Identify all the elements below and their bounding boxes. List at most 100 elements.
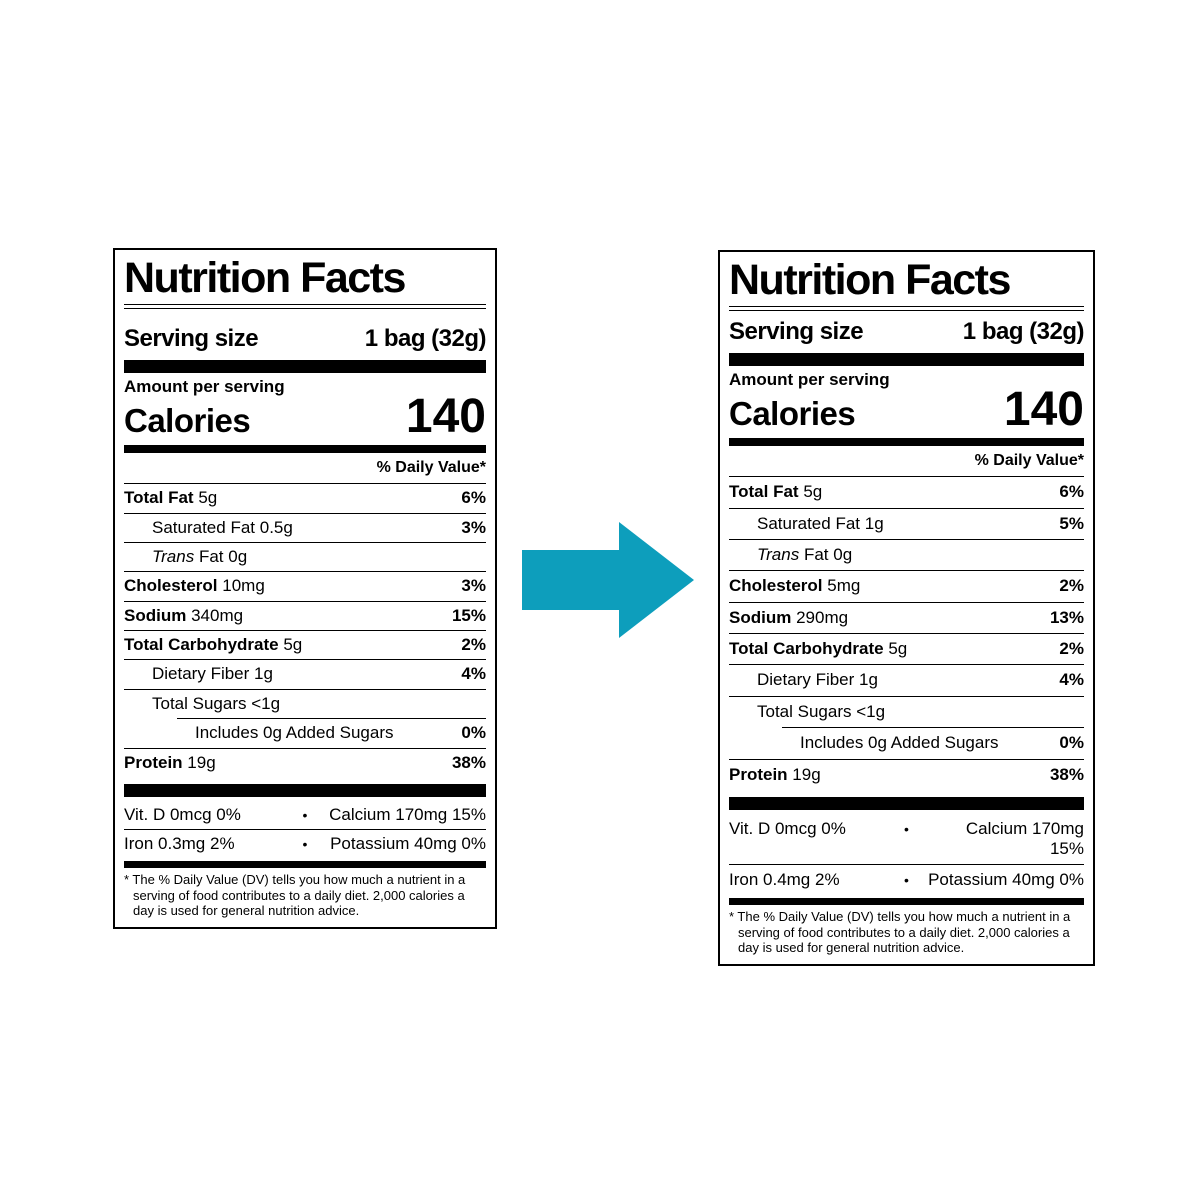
micro-right-value: Potassium 40mg 0% bbox=[330, 834, 486, 854]
nutrient-amount: <1g bbox=[856, 701, 886, 721]
nutrient-row-protein: Protein 19g 38% bbox=[729, 758, 1084, 790]
calories-label: Calories bbox=[729, 395, 856, 433]
nutrient-dv: 6% bbox=[1059, 482, 1084, 502]
calories-value: 140 bbox=[405, 390, 486, 444]
nutrient-name-italic: Trans bbox=[152, 546, 195, 566]
nutrient-dv: 4% bbox=[461, 664, 486, 684]
micronutrient-row-iron-potassium: Iron 0.3mg 2% • Potassium 40mg 0% bbox=[124, 829, 486, 858]
nutrient-name: Fat bbox=[198, 546, 224, 566]
micro-left-value: Iron 0.4mg 2% bbox=[729, 870, 840, 890]
nutrient-dv: 2% bbox=[1059, 576, 1084, 596]
title-divider bbox=[124, 304, 486, 310]
micronutrient-row-iron-potassium: Iron 0.4mg 2% • Potassium 40mg 0% bbox=[729, 864, 1084, 895]
nutrient-name: Dietary Fiber bbox=[152, 664, 250, 684]
nutrient-row-total-carbohydrate: Total Carbohydrate 5g 2% bbox=[124, 630, 486, 659]
nutrient-name: Sodium bbox=[124, 605, 187, 625]
nutrient-row-trans-fat: Trans Fat 0g bbox=[729, 538, 1084, 570]
daily-value-header: % Daily Value* bbox=[376, 459, 486, 477]
nutrient-name: Includes 0g Added Sugars bbox=[800, 733, 999, 753]
serving-size-row: Serving size 1 bag (32g) bbox=[729, 318, 1085, 346]
amount-per-serving-label: Amount per serving bbox=[729, 370, 890, 390]
nutrient-amount: 290mg bbox=[796, 607, 849, 627]
serving-size-value: 1 bag (32g) bbox=[962, 318, 1085, 346]
nutrient-name: Fat bbox=[803, 544, 829, 564]
thick-divider bbox=[124, 360, 486, 374]
micro-left-value: Iron 0.3mg 2% bbox=[124, 834, 235, 854]
serving-size-label: Serving size bbox=[124, 325, 259, 353]
nutrient-dv: 15% bbox=[451, 605, 486, 625]
micronutrients-section: Vit. D 0mcg 0% • Calcium 170mg 15% Iron … bbox=[124, 801, 486, 858]
nutrient-row-total-carbohydrate: Total Carbohydrate 5g 2% bbox=[729, 633, 1084, 664]
thick-divider bbox=[729, 797, 1084, 811]
nutrient-name: Cholesterol bbox=[124, 576, 218, 596]
nutrient-rows: Total Fat 5g 6% Saturated Fat 0.5g 3% Tr… bbox=[124, 483, 486, 777]
nutrient-row-total-fat: Total Fat 5g 6% bbox=[729, 476, 1084, 507]
micro-right-value: Calcium 170mg 15% bbox=[965, 819, 1084, 859]
arrow-shape bbox=[522, 522, 694, 638]
nutrient-name: Includes 0g Added Sugars bbox=[195, 723, 394, 743]
nutrient-row-total-fat: Total Fat 5g 6% bbox=[124, 483, 486, 512]
nutrient-row-saturated-fat: Saturated Fat 1g 5% bbox=[729, 507, 1084, 539]
nutrient-amount: 5g bbox=[283, 635, 303, 655]
nutrient-name: Saturated Fat bbox=[757, 513, 861, 533]
nutrient-amount: 5g bbox=[803, 482, 823, 502]
thick-divider bbox=[729, 353, 1084, 367]
nutrient-dv: 38% bbox=[1049, 764, 1084, 784]
nutrient-name: Sodium bbox=[729, 607, 792, 627]
nutrient-amount: 0g bbox=[228, 546, 248, 566]
calories-row: Calories 140 bbox=[729, 386, 1084, 434]
footer-divider bbox=[729, 898, 1084, 906]
nutrient-amount: 19g bbox=[187, 752, 216, 772]
nutrient-dv: 0% bbox=[461, 723, 486, 743]
serving-size-row: Serving size 1 bag (32g) bbox=[124, 325, 487, 353]
micronutrient-row-vitd-calcium: Vit. D 0mcg 0% • Calcium 170mg 15% bbox=[124, 801, 486, 829]
calories-label: Calories bbox=[124, 402, 251, 440]
amount-per-serving-label: Amount per serving bbox=[124, 377, 285, 397]
nutrient-row-added-sugars: Includes 0g Added Sugars 0% bbox=[177, 718, 486, 747]
nutrient-amount: 5g bbox=[888, 639, 908, 659]
nutrient-row-trans-fat: Trans Fat 0g bbox=[124, 541, 486, 571]
nutrient-name: Total Sugars bbox=[152, 693, 247, 713]
nutrient-name: Protein bbox=[124, 752, 183, 772]
nutrient-amount: 0.5g bbox=[259, 517, 293, 537]
nutrient-name: Total Fat bbox=[729, 482, 799, 502]
footer-divider bbox=[124, 861, 486, 869]
nutrient-amount: 0g bbox=[833, 544, 853, 564]
nutrient-dv: 6% bbox=[461, 488, 486, 508]
nutrient-name: Total Sugars bbox=[757, 701, 852, 721]
nutrient-name: Protein bbox=[729, 764, 788, 784]
nutrient-amount: 5g bbox=[198, 488, 218, 508]
nutrient-name: Total Fat bbox=[124, 488, 194, 508]
nutrient-dv: 4% bbox=[1059, 670, 1084, 690]
title-divider bbox=[729, 306, 1084, 312]
micronutrient-row-vitd-calcium: Vit. D 0mcg 0% • Calcium 170mg 15% bbox=[729, 814, 1084, 864]
daily-value-footnote: * The % Daily Value (DV) tells you how m… bbox=[729, 909, 1071, 956]
calories-row: Calories 140 bbox=[124, 390, 486, 444]
nutrient-amount: 19g bbox=[792, 764, 821, 784]
nutrient-amount: 1g bbox=[864, 513, 884, 533]
nutrient-dv: 5% bbox=[1059, 513, 1084, 533]
nutrient-row-sodium: Sodium 290mg 13% bbox=[729, 601, 1084, 633]
nutrient-row-added-sugars: Includes 0g Added Sugars 0% bbox=[782, 727, 1084, 758]
nutrient-amount: 340mg bbox=[191, 605, 244, 625]
nutrient-name: Total Carbohydrate bbox=[729, 639, 884, 659]
daily-value-header: % Daily Value* bbox=[974, 452, 1084, 470]
nutrient-name-italic: Trans bbox=[757, 544, 800, 564]
nutrition-label-after: Nutrition Facts Serving size 1 bag (32g)… bbox=[718, 250, 1095, 966]
medium-divider bbox=[729, 438, 1084, 447]
micro-right-value: Calcium 170mg 15% bbox=[329, 805, 486, 825]
nutrient-amount: 1g bbox=[254, 664, 273, 684]
daily-value-footnote: * The % Daily Value (DV) tells you how m… bbox=[124, 872, 466, 919]
nutrient-row-cholesterol: Cholesterol 10mg 3% bbox=[124, 571, 486, 600]
nutrient-dv: 2% bbox=[1059, 639, 1084, 659]
thick-divider bbox=[124, 784, 486, 798]
nutrient-row-protein: Protein 19g 38% bbox=[124, 747, 486, 777]
before-after-arrow-icon bbox=[522, 522, 694, 638]
nutrient-name: Total Carbohydrate bbox=[124, 635, 279, 655]
nutrient-dv: 3% bbox=[461, 517, 486, 537]
micronutrients-section: Vit. D 0mcg 0% • Calcium 170mg 15% Iron … bbox=[729, 814, 1084, 895]
serving-size-label: Serving size bbox=[729, 318, 864, 346]
bullet-separator: • bbox=[302, 836, 308, 853]
nutrient-rows: Total Fat 5g 6% Saturated Fat 1g 5% Tran… bbox=[729, 476, 1084, 790]
label-title: Nutrition Facts bbox=[124, 254, 406, 302]
